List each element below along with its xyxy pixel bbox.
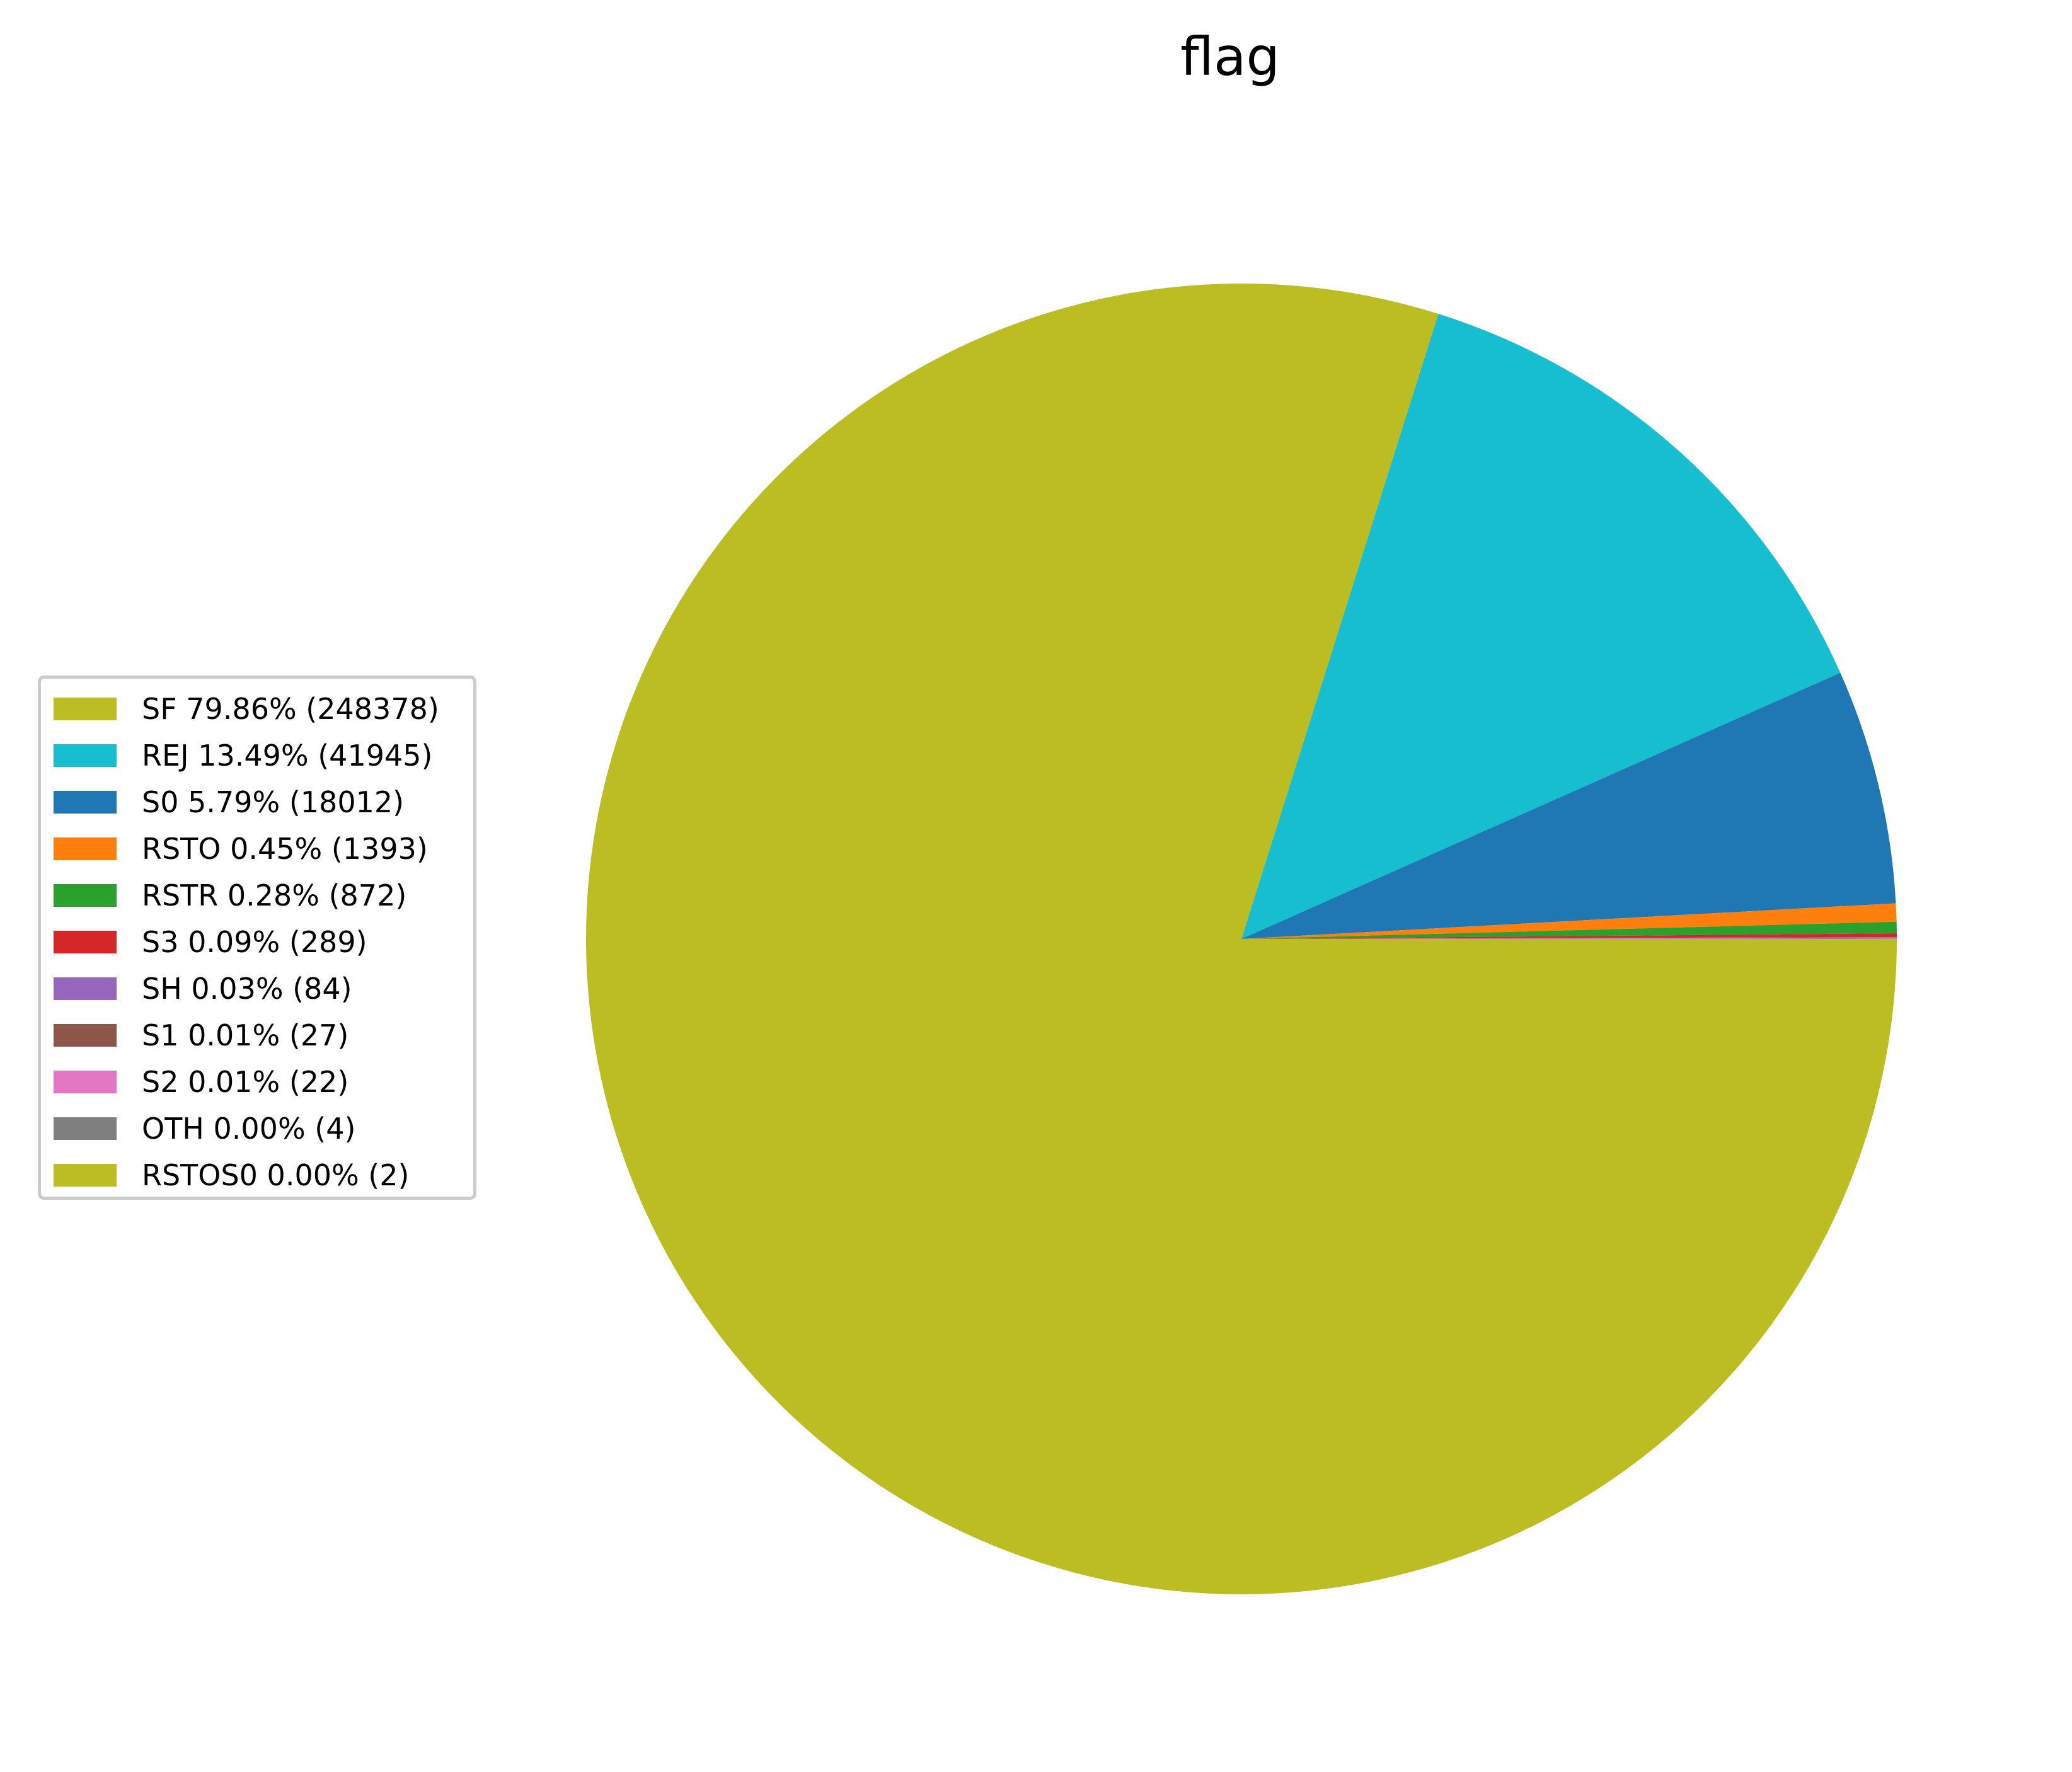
- legend-swatch: [54, 1071, 117, 1093]
- legend-swatch: [54, 931, 117, 953]
- pie-slice-s0: [1241, 672, 1896, 939]
- legend-item-rsto: RSTO 0.45% (1393): [54, 830, 428, 868]
- pie-slice-s3: [1241, 933, 1897, 939]
- pie-slice-s2: [1241, 938, 1897, 939]
- legend-label: SH 0.03% (84): [142, 972, 352, 1006]
- legend-label: RSTOS0 0.00% (2): [142, 1158, 410, 1192]
- legend-label: S2 0.01% (22): [142, 1065, 349, 1099]
- legend-item-s2: S2 0.01% (22): [54, 1063, 348, 1101]
- pie-slice-rsto: [1241, 903, 1897, 939]
- legend-item-s3: S3 0.09% (289): [54, 923, 367, 961]
- legend-swatch: [54, 977, 117, 1000]
- legend-item-sh: SH 0.03% (84): [54, 970, 352, 1008]
- legend: SF 79.86% (248378) REJ 13.49% (41945) S0 5…: [38, 676, 476, 1200]
- legend-swatch: [54, 884, 117, 907]
- legend-swatch: [54, 1024, 117, 1047]
- legend-label: RSTO 0.45% (1393): [142, 832, 428, 866]
- legend-label: S0 5.79% (18012): [142, 785, 405, 819]
- pie-slice-s1: [1241, 938, 1897, 939]
- legend-item-s0: S0 5.79% (18012): [54, 783, 404, 821]
- legend-swatch: [54, 698, 117, 720]
- legend-label: REJ 13.49% (41945): [142, 739, 433, 773]
- legend-swatch: [54, 744, 117, 767]
- legend-label: S3 0.09% (289): [142, 925, 367, 959]
- legend-label: OTH 0.00% (4): [142, 1112, 356, 1146]
- legend-label: RSTR 0.28% (872): [142, 878, 407, 912]
- legend-item-sf: SF 79.86% (248378): [54, 690, 439, 728]
- legend-swatch: [54, 1117, 117, 1140]
- legend-swatch: [54, 791, 117, 814]
- legend-item-s1: S1 0.01% (27): [54, 1016, 348, 1054]
- legend-item-rstos0: RSTOS0 0.00% (2): [54, 1156, 409, 1194]
- legend-label: S1 0.01% (27): [142, 1018, 349, 1052]
- pie-slice-sh: [1241, 937, 1897, 939]
- pie-slices: [586, 284, 1897, 1595]
- legend-item-rej: REJ 13.49% (41945): [54, 737, 432, 774]
- chart-title: flag: [1180, 26, 1280, 88]
- legend-item-rstr: RSTR 0.28% (872): [54, 877, 406, 914]
- legend-swatch: [54, 1164, 117, 1187]
- legend-item-oth: OTH 0.00% (4): [54, 1110, 355, 1148]
- pie-slice-rej: [1241, 314, 1841, 939]
- legend-label: SF 79.86% (248378): [142, 692, 439, 726]
- pie-slice-rstr: [1241, 921, 1897, 939]
- legend-swatch: [54, 837, 117, 860]
